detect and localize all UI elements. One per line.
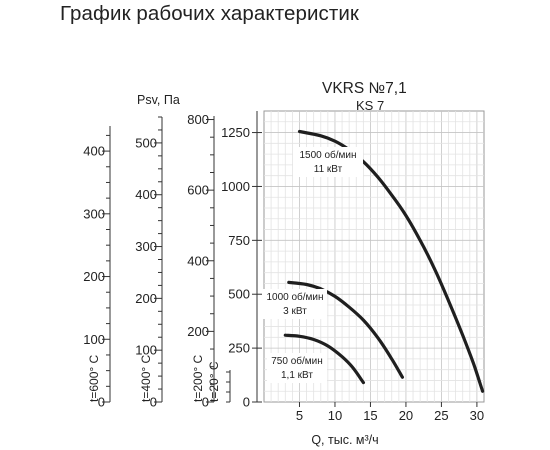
y-tick-label: 500 xyxy=(228,287,250,302)
x-tick-label: 25 xyxy=(434,408,448,423)
y-tick-label: 1250 xyxy=(221,125,250,140)
y-axis-label: Psv, Па xyxy=(137,93,180,107)
y-tick-label: 1000 xyxy=(221,179,250,194)
temp-tick-label: 300 xyxy=(83,206,105,221)
temp-axis-label: t=20° C xyxy=(207,361,221,402)
x-tick-label: 10 xyxy=(328,408,342,423)
x-tick-label: 5 xyxy=(296,408,303,423)
temp-tick-label: 500 xyxy=(135,135,157,150)
temp-tick-label: 800 xyxy=(187,112,209,127)
temp-axis-label: t=200° C xyxy=(191,355,205,402)
temp-tick-label: 400 xyxy=(187,253,209,268)
curve-1 xyxy=(297,129,485,393)
temp-tick-label: 100 xyxy=(135,343,157,358)
y-tick-label: 250 xyxy=(228,341,250,356)
main-y-axis: 0 250 500 750 1000 1250 xyxy=(221,111,262,410)
temp-axis-label: t=400° C xyxy=(139,355,153,402)
curve-labels: 1500 об/мин 11 кВт 1000 об/мин 3 кВт 750 об/… xyxy=(263,147,363,383)
temp-tick-label: 200 xyxy=(187,324,209,339)
temp-tick-label: 200 xyxy=(83,269,105,284)
curve-3 xyxy=(283,333,365,385)
plot-frame xyxy=(263,110,485,403)
temp-tick-label: 400 xyxy=(83,144,105,159)
curve-speed-label: 1500 об/мин xyxy=(299,149,356,161)
page-heading: График рабочих характеристик xyxy=(60,2,359,25)
temp-tick-label: 400 xyxy=(135,187,157,202)
temp-tick-label: 0 xyxy=(98,395,105,410)
curve-speed-label: 750 об/мин xyxy=(271,355,323,367)
y-tick-label: 750 xyxy=(228,233,250,248)
temp-axis-label: t=600° C xyxy=(87,355,101,402)
curve-label-bg xyxy=(293,147,363,177)
curve-speed-label: 1000 об/мин xyxy=(266,291,323,303)
temp-tick-label: 300 xyxy=(135,239,157,254)
x-tick-label: 30 xyxy=(470,408,484,423)
model-subtitle: KS 7 xyxy=(356,98,384,113)
curves xyxy=(283,129,485,393)
curve-label-bg xyxy=(267,353,327,383)
temp-tick-label: 600 xyxy=(187,183,209,198)
x-tick-label: 20 xyxy=(399,408,413,423)
x-axis-label: Q, тыс. м³/ч xyxy=(311,433,378,447)
temp-tick-label: 200 xyxy=(135,291,157,306)
temp-tick-label: 0 xyxy=(202,395,209,410)
curve-power-label: 11 кВт xyxy=(314,164,343,175)
curve-power-label: 1,1 кВт xyxy=(281,370,313,381)
model-title: VKRS №7,1 xyxy=(322,80,407,97)
x-tick-label: 15 xyxy=(363,408,377,423)
temp-tick-label: 0 xyxy=(150,395,157,410)
curve-power-label: 3 кВт xyxy=(283,306,307,317)
main-x-axis: 5 10 15 20 25 30 xyxy=(296,402,484,423)
y-tick-label: 0 xyxy=(243,395,250,410)
curve-label-bg xyxy=(263,289,327,319)
temp-tick-label: 100 xyxy=(83,332,105,347)
curve-2 xyxy=(287,280,404,379)
